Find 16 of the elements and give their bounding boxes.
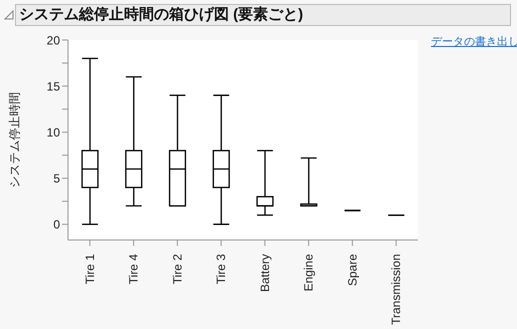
x-tick-label: Tire 3 [214, 254, 228, 284]
x-tick-label: Tire 4 [126, 254, 141, 284]
y-tick-label: 0 [53, 218, 60, 232]
text: データの書き出し [431, 35, 517, 49]
chart-title: システム総停止時間の箱ひげ図 (要素ごと) [15, 4, 511, 26]
x-tick-label: Tire 1 [82, 254, 97, 284]
y-tick-label: 20 [46, 33, 60, 48]
x-tick-label: Engine [302, 254, 316, 292]
x-tick-label: Tire 2 [170, 254, 184, 284]
y-tick-label: 5 [53, 172, 60, 186]
y-axis-title: システム停止時間 [7, 92, 22, 188]
x-tick-label: Spare [345, 254, 360, 286]
y-tick-label: 10 [46, 125, 60, 140]
x-tick-label: Battery [258, 254, 272, 292]
y-tick-label: 15 [46, 79, 60, 94]
x-tick-label: Transmission [389, 254, 404, 325]
